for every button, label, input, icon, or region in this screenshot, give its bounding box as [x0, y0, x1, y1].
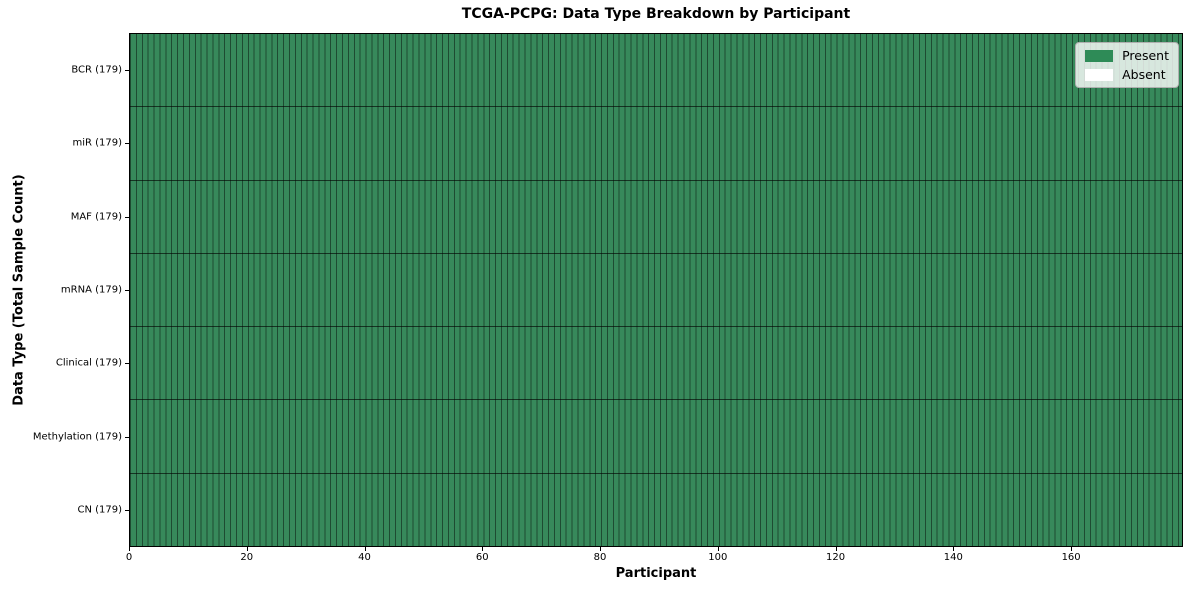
y-tick-label-maf: MAF (179): [70, 211, 122, 223]
x-tick-label-140: 140: [943, 552, 963, 563]
row-band-mrna: [130, 253, 1182, 328]
y-tick-label-mir: miR (179): [72, 137, 122, 149]
x-tick-label-20: 20: [240, 552, 254, 563]
y-tick-mark: [125, 290, 129, 291]
x-tick-mark: [1071, 547, 1073, 551]
x-tick-label-60: 60: [475, 552, 489, 563]
row-band-maf: [130, 180, 1182, 254]
row-band-cn: [130, 473, 1182, 546]
x-axis-label: Participant: [615, 566, 697, 581]
x-tick-label-80: 80: [593, 552, 607, 563]
y-tick-mark: [125, 363, 129, 365]
row-band-clinical: [130, 327, 1182, 401]
x-tick-label-160: 160: [1061, 552, 1081, 563]
y-tick-label-cn: CN (179): [77, 504, 122, 516]
x-tick-mark: [129, 547, 130, 551]
legend-label: Absent: [1122, 67, 1166, 82]
y-tick-mark: [125, 143, 129, 145]
row-bands: [130, 34, 1182, 546]
x-tick-mark: [600, 547, 602, 551]
y-tick-mark: [125, 216, 129, 218]
y-tick-mark: [125, 436, 129, 438]
row-band-mir: [130, 107, 1182, 181]
x-tick-mark: [482, 547, 484, 551]
row-band-methylation: [130, 400, 1182, 474]
legend: Present Absent: [1075, 42, 1179, 88]
x-tick-label-100: 100: [708, 552, 728, 563]
x-tick-mark: [364, 547, 366, 551]
y-tick-label-bcr: BCR (179): [71, 64, 122, 76]
x-tick-mark: [953, 547, 955, 551]
y-tick-mark: [125, 69, 129, 71]
x-tick-mark: [835, 547, 837, 551]
y-tick-label-mrna: mRNA (179): [60, 284, 122, 296]
x-tick-mark: [246, 547, 248, 551]
chart-title: TCGA-PCPG: Data Type Breakdown by Partic…: [461, 6, 851, 22]
x-tick-label-40: 40: [358, 552, 371, 563]
row-band-bcr: [130, 34, 1182, 108]
plot-area: Present Absent: [129, 33, 1183, 547]
y-tick-label-methylation: Methylation (179): [32, 431, 122, 443]
y-tick-label-clinical: Clinical (179): [55, 357, 122, 369]
x-tick-label-120: 120: [826, 552, 846, 563]
y-tick-mark: [125, 510, 129, 512]
x-tick-mark: [717, 547, 719, 551]
legend-swatch-absent: [1085, 68, 1114, 81]
legend-item-present: Present: [1085, 49, 1169, 62]
legend-item-absent: Absent: [1085, 68, 1169, 81]
legend-label: Present: [1122, 48, 1169, 63]
legend-swatch-present: [1085, 49, 1114, 62]
x-tick-label-0: 0: [125, 552, 133, 563]
